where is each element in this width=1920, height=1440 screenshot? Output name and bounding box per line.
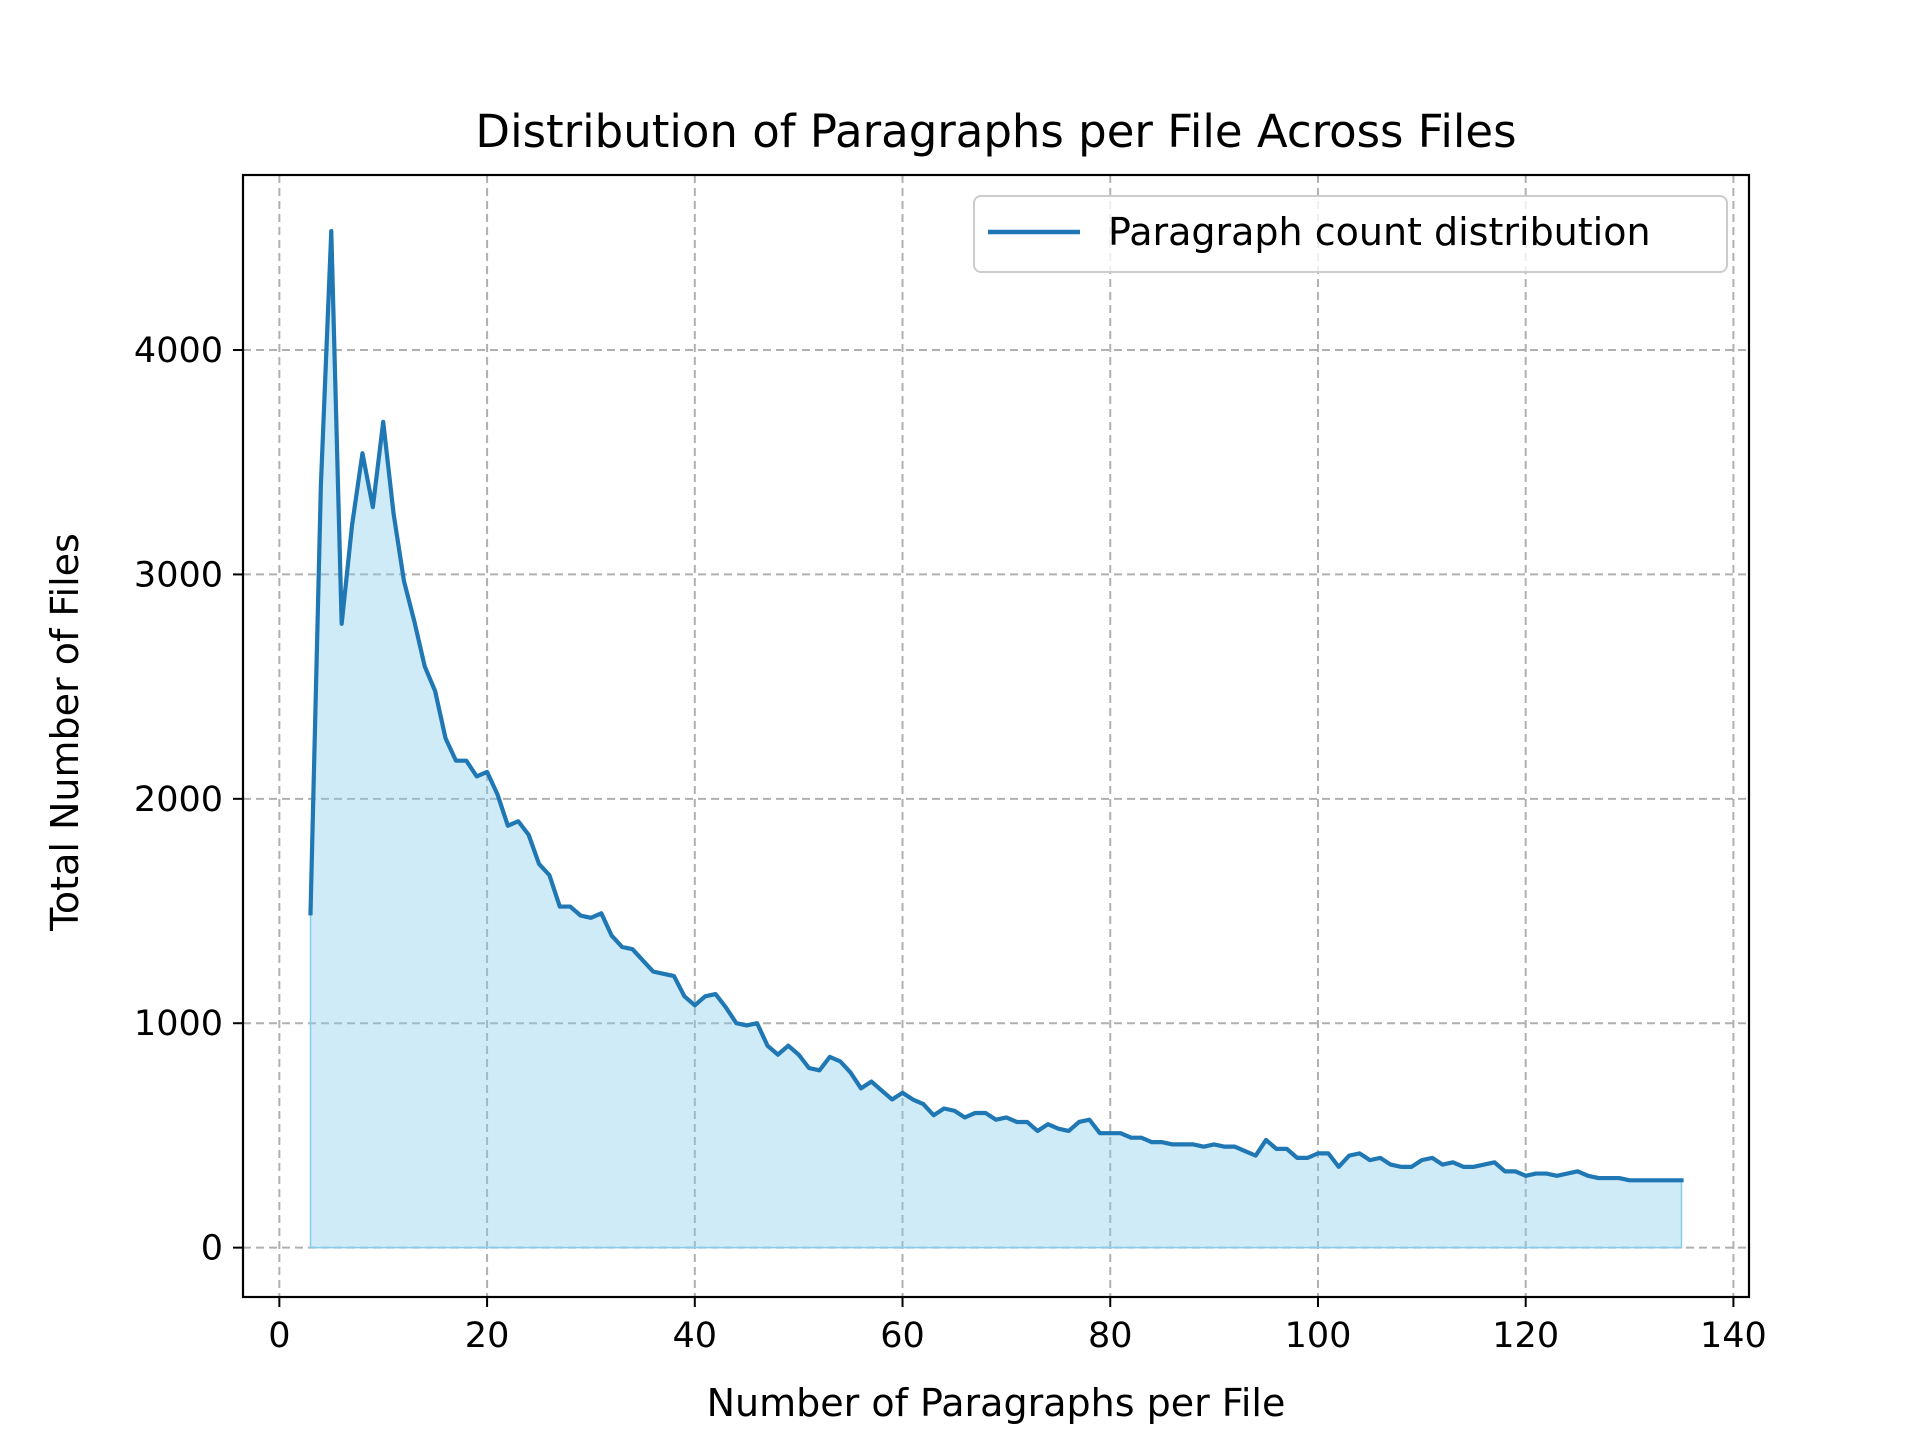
series-area-fill	[309, 231, 1683, 1249]
plot-frame	[241, 173, 1751, 1299]
y-tick-label: 1000	[134, 1004, 223, 1044]
x-tick-label: 0	[268, 1316, 290, 1356]
x-tick-label: 20	[465, 1316, 510, 1356]
y-tick-label: 4000	[134, 331, 223, 371]
x-tick-label: 120	[1492, 1316, 1559, 1356]
y-tick-label: 3000	[134, 555, 223, 595]
x-tick-label: 40	[673, 1316, 718, 1356]
axis-ticks: 0 20 40 60 80 100 120 140 0 1000 2000 3000 4000	[134, 331, 1767, 1356]
plot-area	[308, 229, 1684, 1249]
x-tick-label: 100	[1285, 1316, 1352, 1356]
legend: Paragraph count distribution	[973, 195, 1728, 273]
y-axis-title: Total Number of Files	[43, 533, 87, 932]
x-axis-title: Number of Paragraphs per File	[707, 1381, 1286, 1425]
y-tick-label: 0	[201, 1229, 223, 1269]
chart-title: Distribution of Paragraphs per File Acro…	[475, 105, 1516, 158]
x-tick-label: 140	[1700, 1316, 1767, 1356]
legend-label: Paragraph count distribution	[1108, 210, 1651, 254]
y-tick-label: 2000	[134, 780, 223, 820]
series-line	[308, 229, 1684, 1183]
x-tick-label: 80	[1088, 1316, 1133, 1356]
x-tick-label: 60	[880, 1316, 925, 1356]
legend-box	[973, 195, 1728, 273]
